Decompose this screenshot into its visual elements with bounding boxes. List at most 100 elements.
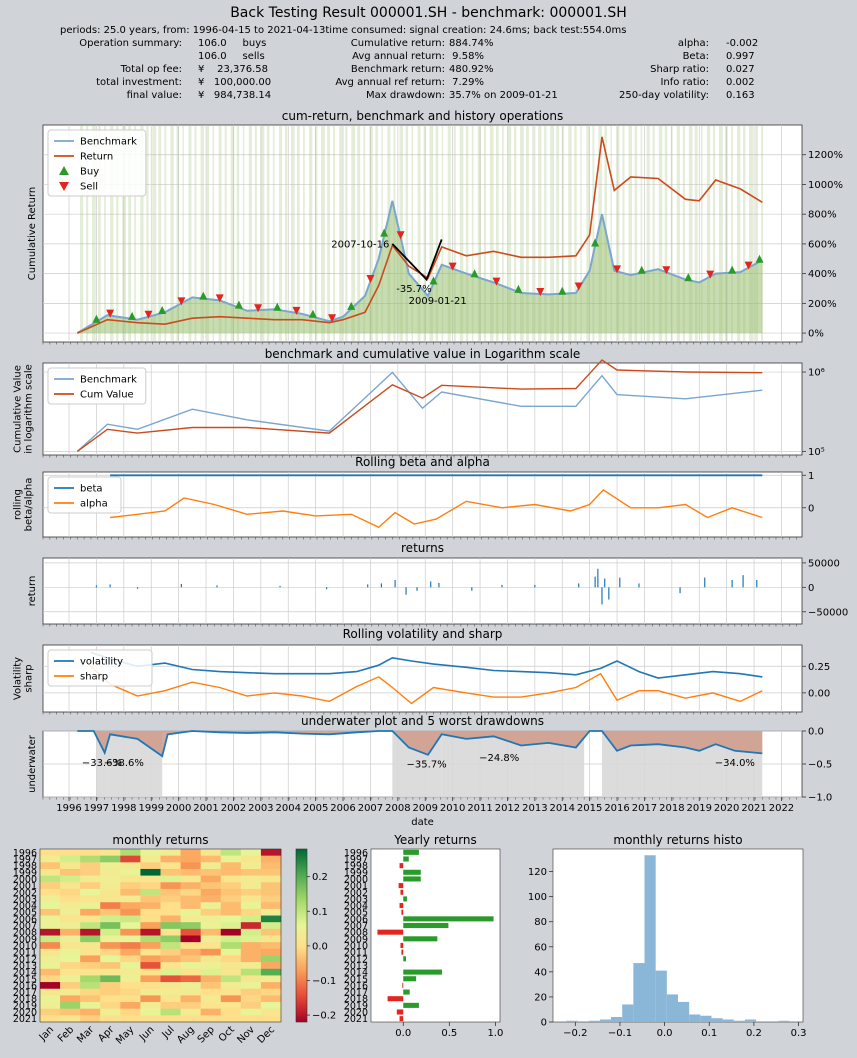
holding-span (140, 126, 144, 341)
legend-frame (47, 649, 153, 687)
x-tick-label: 2011 (467, 803, 492, 814)
yearly-category-label: 2018 (344, 994, 368, 1005)
heatmap-cell (240, 855, 262, 863)
yearly-category-label: 2020 (344, 1008, 368, 1019)
holding-span (682, 126, 685, 341)
heatmap-cell (160, 928, 181, 936)
heatmap-cell (60, 982, 81, 990)
holding-span (260, 126, 265, 341)
y-tick-label: 0.25 (808, 662, 830, 673)
heatmap-cell (120, 942, 141, 950)
heatmap-cell (200, 888, 222, 896)
heatmap-cell (200, 968, 222, 976)
heatmap-cell (160, 962, 181, 970)
x-tick-label: 2014 (550, 803, 575, 814)
heatmap-cell (160, 988, 181, 996)
buy-marker (684, 273, 693, 282)
holding-span (453, 126, 456, 341)
yearly-category-label: 2003 (344, 894, 368, 905)
heatmap-cell (100, 975, 121, 983)
heatmap-cell (120, 855, 141, 863)
x-tick-label: 2018 (659, 803, 684, 814)
heatmap-cell (80, 855, 101, 863)
heatmap-cell (160, 855, 181, 863)
yearly-bar (401, 949, 404, 955)
heatmap-cell (80, 902, 101, 910)
heatmap-cell (180, 875, 201, 883)
x-tick-label: 2009 (413, 803, 438, 814)
x-tick-label: 0.5 (441, 1028, 457, 1039)
heatmap-year-label: 1998 (13, 861, 37, 872)
x-tick-label: 2016 (604, 803, 629, 814)
holding-span (658, 126, 663, 341)
summary-value: 0.163 (726, 90, 755, 101)
heatmap-cell (140, 935, 161, 943)
heatmap-cell (100, 935, 121, 943)
yearly-bar (403, 989, 410, 995)
panel-returns: −50000 0 50000 return (27, 557, 848, 627)
heatmap-cell (140, 1015, 161, 1023)
heatmap-cell (220, 922, 242, 930)
yearly-category-label: 2006 (344, 914, 368, 925)
yearly-bar (403, 876, 421, 882)
heatmap-cell (200, 875, 222, 883)
heatmap-cell (100, 962, 121, 970)
holding-span (176, 126, 179, 341)
holding-span (104, 126, 106, 341)
heatmap-cell (100, 868, 121, 876)
colorbar-tick-label: 0.0 (312, 941, 328, 952)
summary-label: Sharp ratio: (650, 64, 709, 75)
holding-span (628, 126, 633, 341)
heatmap-cell (80, 908, 101, 916)
heatmap-cell (260, 955, 282, 963)
heatmap-cell (180, 915, 201, 923)
heatmap-cell (40, 962, 61, 970)
heatmap-cell (180, 1015, 201, 1023)
holding-span (616, 126, 620, 341)
heatmap-cell (80, 1008, 101, 1016)
heatmap-cell (260, 968, 282, 976)
x-tick-label: 1999 (139, 803, 164, 814)
holding-span (423, 126, 426, 341)
heatmap-cell (260, 935, 282, 943)
holding-span (556, 126, 560, 341)
heatmap-cell (40, 955, 61, 963)
holding-span (224, 126, 227, 341)
y-tick-label: 0.0 (808, 727, 824, 738)
chart-title: monthly returns histo (613, 833, 742, 847)
heatmap-cell (180, 948, 201, 956)
heatmap-cell (240, 968, 262, 976)
holding-span (725, 126, 728, 341)
annotation: 2009-01-21 (409, 296, 467, 307)
y-tick-label: 50000 (808, 558, 840, 569)
drawdown-label: −38.6% (104, 758, 144, 769)
histo-bar (588, 1020, 600, 1022)
heatmap-cell (200, 902, 222, 910)
heatmap-cell (80, 928, 101, 936)
yearly-bar (396, 1009, 404, 1015)
heatmap-cell (180, 942, 201, 950)
histo-bar (611, 1016, 623, 1022)
annotation: -35.7% (396, 284, 431, 295)
x-tick-label: 0.1 (701, 1028, 717, 1039)
heatmap-cell (100, 882, 121, 890)
heatmap-cell (180, 868, 201, 876)
heatmap-cell (140, 895, 161, 903)
heatmap-cell (200, 868, 222, 876)
holding-span (646, 126, 650, 341)
heatmap-cell (180, 882, 201, 890)
holding-span (718, 126, 723, 341)
summary-label: final value: (126, 90, 182, 101)
legend-frame (47, 367, 147, 405)
heatmap-cell (180, 895, 201, 903)
y-tick-label: 800% (808, 210, 837, 221)
heatmap-cell (140, 988, 161, 996)
heatmap-cell (200, 988, 222, 996)
heatmap-cell (220, 968, 242, 976)
holding-span (303, 126, 305, 341)
holding-span (297, 126, 300, 341)
heatmap-cell (180, 968, 201, 976)
yearly-bar (403, 922, 449, 929)
x-tick-label: −0.2 (563, 1028, 587, 1039)
holding-span (550, 126, 554, 341)
